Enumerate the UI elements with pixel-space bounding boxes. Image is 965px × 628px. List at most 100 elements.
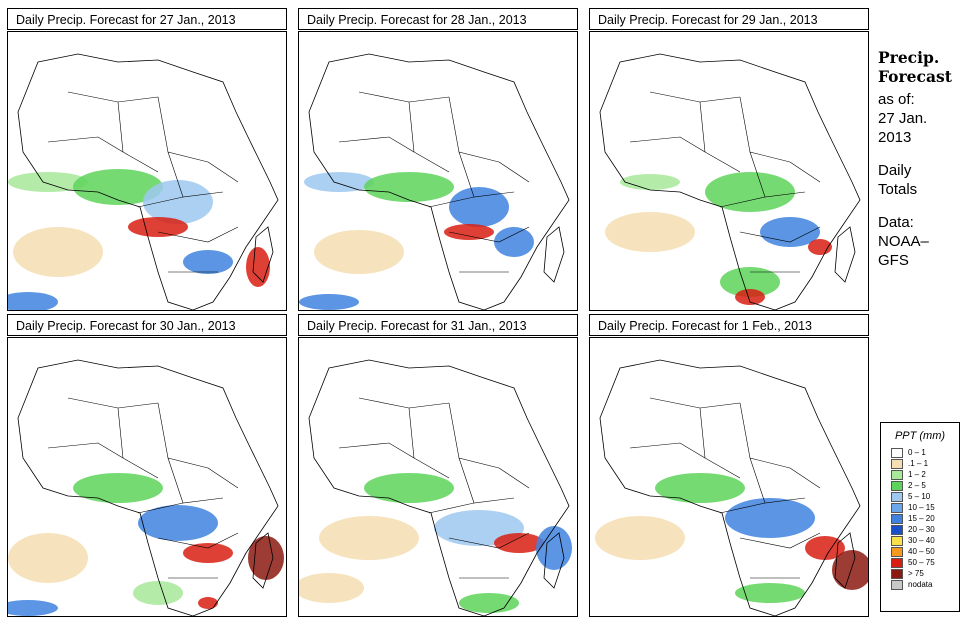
country-border — [739, 402, 791, 469]
legend-label: 15 – 20 — [908, 514, 935, 523]
data-source-2: GFS — [878, 252, 909, 269]
precip-area — [449, 187, 509, 227]
precip-map — [589, 31, 869, 311]
country-border — [117, 407, 159, 479]
africa-outline — [599, 359, 861, 616]
legend-swatch — [891, 513, 903, 524]
precip-area — [735, 289, 765, 305]
sidebar-heading-1: Precip. — [878, 48, 940, 67]
precip-area — [655, 473, 745, 503]
forecast-panel-3: Daily Precip. Forecast for 29 Jan., 2013 — [589, 8, 871, 311]
country-border — [739, 532, 821, 549]
asof-date-2: 2013 — [878, 129, 912, 146]
precip-area — [364, 172, 454, 202]
country-border — [157, 96, 209, 163]
precip-map — [7, 31, 287, 311]
country-border — [358, 91, 450, 103]
precip-area — [8, 292, 58, 310]
legend-title: PPT (mm) — [894, 430, 946, 442]
madagascar-outline — [834, 226, 856, 283]
forecast-panel-4: Daily Precip. Forecast for 30 Jan., 2013 — [7, 314, 289, 617]
legend-item: 5 – 10 — [891, 491, 959, 502]
country-border — [157, 226, 239, 243]
country-border — [448, 402, 500, 469]
precip-area — [832, 550, 868, 590]
precip-area — [198, 597, 218, 609]
legend-item: 0 – 1 — [891, 447, 959, 458]
precip-area — [299, 294, 359, 310]
country-border — [137, 196, 184, 208]
precip-area — [459, 593, 519, 613]
country-border — [157, 532, 239, 549]
country-border — [358, 397, 450, 409]
precip-area — [299, 573, 364, 603]
legend-label: 10 – 15 — [908, 503, 935, 512]
precip-map — [298, 31, 578, 311]
country-border — [157, 402, 209, 469]
panel-title: Daily Precip. Forecast for 30 Jan., 2013 — [7, 314, 287, 336]
legend-item: nodata — [891, 579, 959, 590]
precip-area — [8, 172, 88, 192]
precip-area — [735, 583, 805, 603]
country-border — [117, 101, 159, 173]
panel-title: Daily Precip. Forecast for 1 Feb., 2013 — [589, 314, 869, 336]
legend-item: 15 – 20 — [891, 513, 959, 524]
madagascar-outline — [543, 226, 565, 283]
precip-area — [128, 217, 188, 237]
precip-area — [725, 498, 815, 538]
country-border — [47, 136, 124, 153]
legend-item: 10 – 15 — [891, 502, 959, 513]
country-border — [448, 226, 530, 243]
madagascar-outline — [834, 532, 856, 589]
africa-outline — [308, 53, 570, 310]
precip-area — [138, 505, 218, 541]
precip-area — [183, 250, 233, 274]
precip-area — [760, 217, 820, 247]
country-border — [428, 196, 475, 208]
precip-area — [605, 212, 695, 252]
legend-item: 2 – 5 — [891, 480, 959, 491]
legend-item: 30 – 40 — [891, 535, 959, 546]
country-border — [739, 96, 791, 163]
legend-swatch — [891, 458, 903, 469]
panel-title: Daily Precip. Forecast for 31 Jan., 2013 — [298, 314, 578, 336]
africa-outline — [17, 53, 279, 310]
precip-area — [183, 543, 233, 563]
precip-area — [705, 172, 795, 212]
legend-swatch — [891, 480, 903, 491]
legend-swatch — [891, 546, 903, 557]
forecast-panel-2: Daily Precip. Forecast for 28 Jan., 2013 — [298, 8, 580, 311]
country-border — [67, 397, 159, 409]
africa-outline — [17, 359, 279, 616]
country-border — [408, 407, 450, 479]
country-border — [649, 91, 741, 103]
precip-area — [536, 526, 572, 570]
country-border — [789, 467, 821, 489]
legend-swatch — [891, 579, 903, 590]
country-border — [719, 196, 766, 208]
precip-area — [319, 516, 419, 560]
forecast-panel-6: Daily Precip. Forecast for 1 Feb., 2013 — [589, 314, 871, 617]
country-border — [629, 136, 706, 153]
precip-area — [620, 174, 680, 190]
country-border — [408, 101, 450, 173]
precip-area — [494, 227, 534, 257]
legend-label: 1 – 2 — [908, 470, 926, 479]
precip-map — [589, 337, 869, 617]
country-border — [428, 502, 475, 514]
precip-area — [73, 473, 163, 503]
africa-outline — [308, 359, 570, 616]
legend-label: .1 – 1 — [908, 459, 929, 468]
legend-label: 40 – 50 — [908, 547, 935, 556]
panel-title: Daily Precip. Forecast for 28 Jan., 2013 — [298, 8, 578, 30]
legend-swatch — [891, 535, 903, 546]
madagascar-outline — [543, 532, 565, 589]
country-border — [498, 467, 530, 489]
country-border — [47, 442, 124, 459]
legend-label: 5 – 10 — [908, 492, 931, 501]
legend-label: 50 – 75 — [908, 558, 935, 567]
forecast-panel-5: Daily Precip. Forecast for 31 Jan., 2013 — [298, 314, 580, 617]
precip-area — [13, 227, 103, 277]
legend-swatch — [891, 447, 903, 458]
precip-legend: PPT (mm) 0 – 1 .1 – 1 1 – 2 2 – 5 5 – 10 10 –… — [880, 422, 960, 612]
